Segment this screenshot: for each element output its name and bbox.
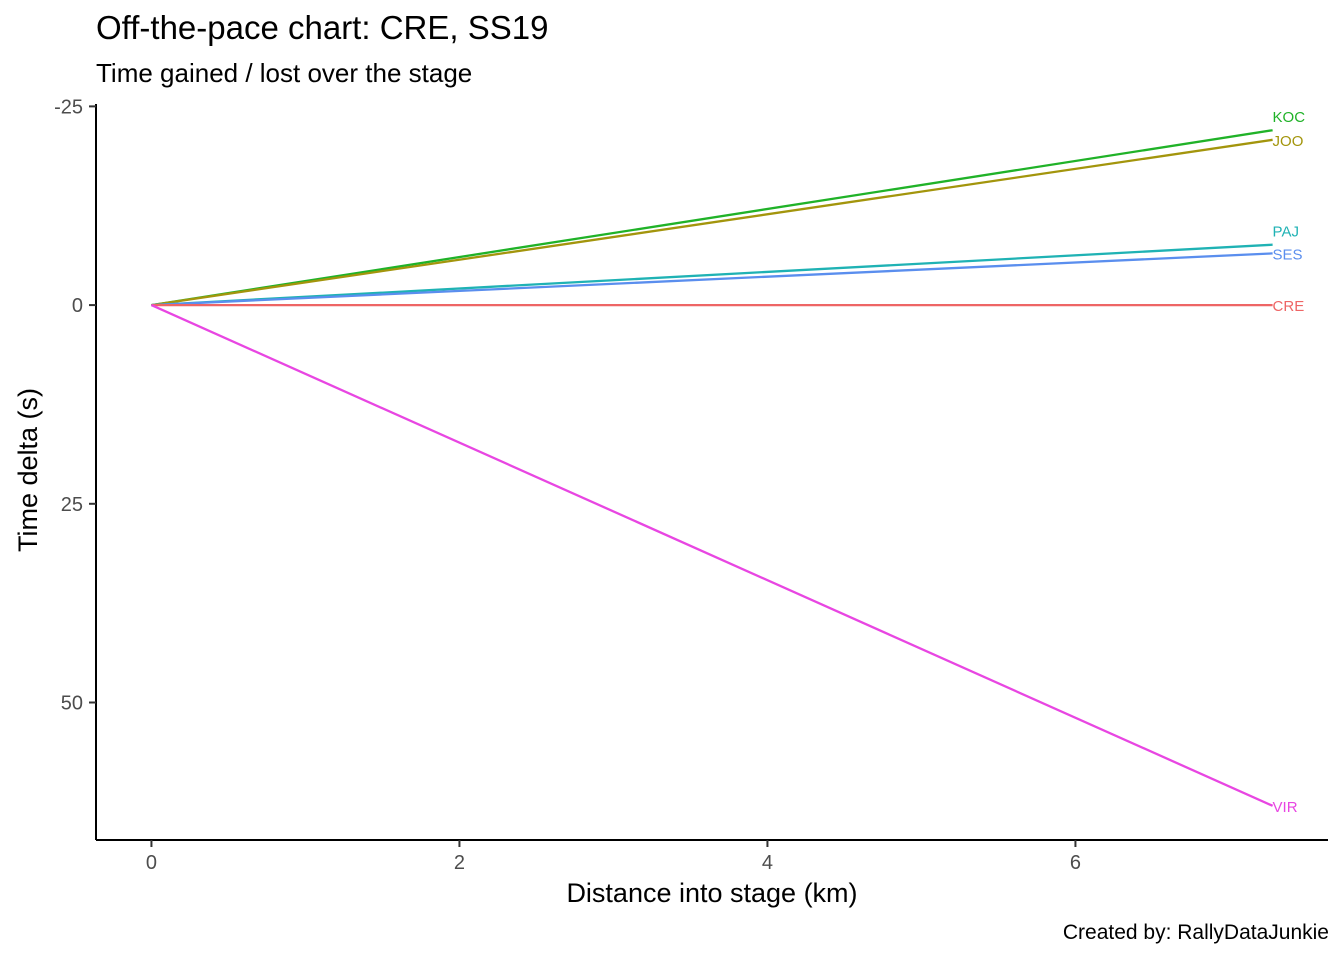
x-tick-label: 6: [1070, 852, 1081, 874]
x-axis-title: Distance into stage (km): [566, 878, 857, 908]
series-line-ses: [151, 252, 1273, 307]
y-tick-label: 25: [61, 494, 83, 516]
series-line-vir: [150, 304, 1274, 807]
series-end-label-cre: CRE: [1273, 298, 1305, 315]
series-line-koc: [151, 129, 1273, 307]
x-tick-label: 0: [146, 852, 157, 874]
y-axis-title: Time delta (s): [13, 388, 43, 552]
x-tick-label: 2: [454, 852, 465, 874]
series-layer: KOC JOO PAJ SES CRE VIR: [150, 109, 1306, 816]
axes-layer: 0 2 4 6 -25 0 25 50: [54, 96, 1328, 874]
chart-caption: Created by: RallyDataJunkie: [1062, 921, 1329, 944]
y-tick-label: 50: [61, 692, 83, 714]
series-end-label-paj: PAJ: [1273, 224, 1299, 241]
chart-subtitle: Time gained / lost over the stage: [96, 58, 473, 88]
series-end-label-koc: KOC: [1273, 109, 1306, 126]
chart-title: Off-the-pace chart: CRE, SS19: [96, 9, 549, 46]
series-end-label-ses: SES: [1273, 246, 1303, 263]
series-line-paj: [151, 243, 1273, 307]
y-tick-label: -25: [54, 96, 83, 118]
y-tick-label: 0: [72, 295, 83, 317]
series-end-label-joo: JOO: [1273, 133, 1304, 150]
series-end-label-vir: VIR: [1273, 799, 1298, 816]
x-tick-label: 4: [762, 852, 773, 874]
series-line-joo: [151, 138, 1273, 307]
